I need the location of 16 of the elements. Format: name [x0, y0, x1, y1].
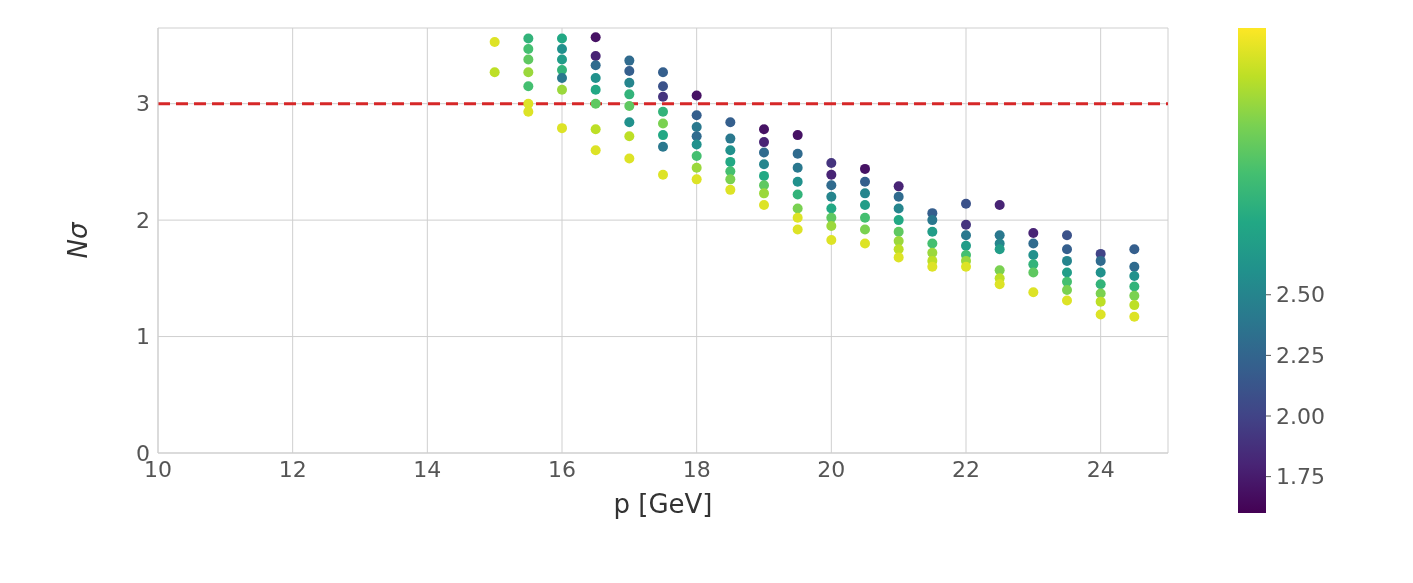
y-tick-label: 2 — [136, 207, 150, 233]
x-tick-label: 12 — [278, 456, 307, 482]
color-bar-label: 2.00 — [1276, 403, 1325, 429]
x-tick-label: 14 — [413, 456, 442, 482]
x-tick-label: 20 — [817, 456, 846, 482]
x-tick-label: 18 — [682, 456, 711, 482]
x-tick-label: 24 — [1086, 456, 1115, 482]
x-tick-label: 16 — [548, 456, 576, 482]
color-bar-label: 1.75 — [1276, 464, 1325, 490]
y-axis-title: Nσ — [63, 221, 94, 259]
color-bar-label: 2.50 — [1276, 282, 1325, 308]
y-tick-label: 1 — [136, 324, 150, 350]
y-tick-label: 3 — [136, 91, 150, 117]
x-tick-label: 22 — [952, 456, 980, 482]
color-bar-label: 2.25 — [1276, 343, 1325, 369]
x-axis-title: p [GeV] — [613, 489, 713, 519]
